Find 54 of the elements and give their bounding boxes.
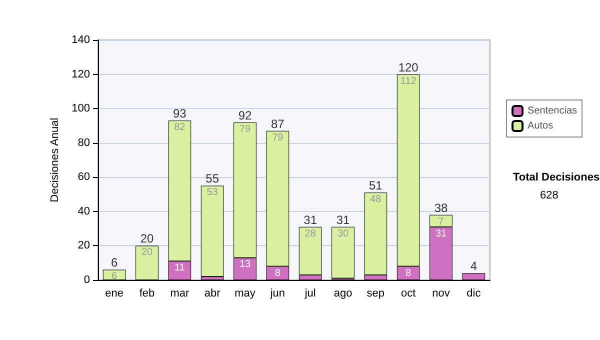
legend-label: Autos <box>528 120 554 132</box>
x-tick-label: jun <box>269 288 286 300</box>
total-label: 87 <box>270 116 285 131</box>
y-axis-title: Decisiones Anual <box>49 118 62 202</box>
y-tick-label: 0 <box>84 274 90 286</box>
data-label: 82 <box>174 122 186 134</box>
x-tick-label: oct <box>400 288 416 300</box>
total-label: 4 <box>470 259 478 274</box>
y-tick-label: 140 <box>72 34 90 46</box>
data-label: 79 <box>272 132 284 144</box>
text: Total Decisiones <box>513 172 600 184</box>
total-label: 51 <box>368 178 383 193</box>
data-label: 8 <box>274 268 281 279</box>
x-tick-label: mar <box>170 288 190 300</box>
total-label: 92 <box>238 108 252 122</box>
data-label: 28 <box>304 228 316 240</box>
x-tick-label: feb <box>139 288 155 300</box>
total-label: 20 <box>140 232 154 246</box>
data-label: 6 <box>112 271 118 282</box>
x-tick-label: ene <box>105 288 124 300</box>
total-label: 31 <box>304 212 318 227</box>
data-label: 11 <box>174 262 186 274</box>
data-label: 13 <box>239 259 251 270</box>
total-label: 38 <box>434 200 448 215</box>
data-label: 31 <box>435 228 447 240</box>
legend-label: Sentencias <box>528 106 578 116</box>
y-tick-label: 40 <box>78 205 90 218</box>
x-tick-label: jul <box>304 288 316 300</box>
total-label: 120 <box>398 60 419 74</box>
data-label: 20 <box>141 247 153 258</box>
data-label: 79 <box>239 124 251 135</box>
x-tick-label: dic <box>466 288 482 300</box>
y-tick-label: 20 <box>78 240 90 252</box>
y-tick-label: 60 <box>78 171 90 184</box>
data-label: 48 <box>370 194 382 206</box>
data-label: 53 <box>206 187 218 198</box>
x-tick-label: may <box>234 288 256 300</box>
bar <box>200 186 224 277</box>
total-label: 55 <box>206 172 220 186</box>
data-label: 112 <box>400 76 417 87</box>
data-label: 8 <box>406 268 412 279</box>
x-tick-label: nov <box>432 288 450 300</box>
x-tick-label: abr <box>204 288 221 300</box>
total-label: 31 <box>336 212 350 227</box>
total-label: 93 <box>172 106 187 121</box>
x-tick-label: ago <box>334 288 352 300</box>
data-label: 7 <box>438 216 444 228</box>
y-tick-label: 80 <box>78 136 90 149</box>
text: 628 <box>540 190 558 202</box>
y-tick-label: 120 <box>72 68 90 80</box>
x-tick-label: sep <box>366 288 385 300</box>
total-label: 6 <box>110 256 118 270</box>
y-tick-label: 100 <box>72 102 90 115</box>
data-label: 30 <box>337 228 349 240</box>
